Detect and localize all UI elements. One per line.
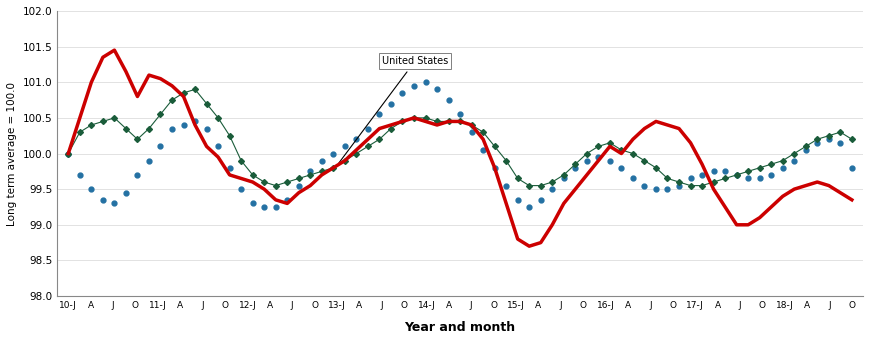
Text: All OECD countries: All OECD countries [0,340,1,341]
Y-axis label: Long term average = 100.0: Long term average = 100.0 [7,81,17,225]
Text: United States: United States [338,56,448,163]
X-axis label: Year and month: Year and month [404,321,515,334]
Text: Canada: Canada [0,340,1,341]
